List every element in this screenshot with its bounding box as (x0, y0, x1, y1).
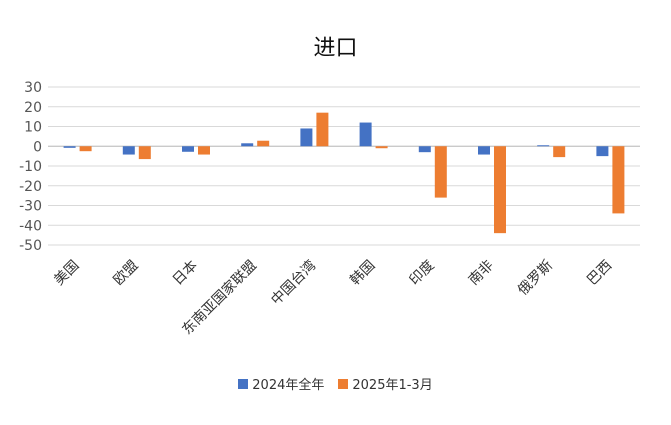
y-tick-label: 20 (24, 100, 42, 116)
bar-series-2 (138, 146, 151, 160)
bar-series-2 (198, 146, 210, 155)
bar-series-2 (316, 112, 329, 147)
bar-series-1 (418, 146, 431, 153)
bar-series-2 (257, 140, 270, 147)
legend-swatch-series-2 (338, 378, 349, 389)
legend-label-series-2: 2025年1-3月 (352, 378, 433, 393)
y-tick-label: -50 (19, 238, 42, 254)
x-tick-label: 俄罗斯 (515, 258, 556, 299)
x-tick-label: 日本 (170, 258, 201, 289)
bar-series-2 (612, 146, 625, 214)
y-tick-label: 0 (33, 139, 42, 155)
legend-swatch-series-1 (238, 378, 249, 389)
y-tick-label: -20 (19, 179, 42, 195)
legend-item-series-2: 2025年1-3月 (338, 374, 433, 393)
bar-series-2 (434, 146, 447, 198)
bar-series-2 (79, 146, 92, 152)
y-tick-label: -10 (19, 159, 42, 175)
x-tick-label: 印度 (407, 258, 438, 289)
bar-series-1 (537, 145, 550, 147)
bar-series-1 (596, 146, 609, 157)
chart-title: 进口 (313, 36, 358, 61)
legend-item-series-1: 2024年全年 (238, 374, 324, 393)
bar-series-2 (553, 146, 566, 158)
y-tick-label: -40 (19, 218, 42, 234)
bar-series-2 (494, 146, 506, 234)
x-tick-label: 韩国 (347, 258, 378, 289)
bar-series-1 (478, 146, 490, 155)
x-tick-label: 南非 (466, 258, 497, 289)
bar-series-1 (359, 122, 372, 147)
legend-label-series-1: 2024年全年 (252, 378, 325, 393)
y-tick-label: -30 (19, 199, 42, 215)
bar-series-2 (375, 146, 388, 149)
x-tick-label: 欧盟 (111, 258, 142, 289)
x-tick-label: 中国台湾 (268, 257, 320, 309)
bar-series-1 (122, 146, 135, 155)
x-tick-label: 美国 (51, 258, 82, 289)
x-tick-label: 巴西 (584, 258, 615, 289)
bar-series-1 (241, 143, 254, 147)
bar-series-1 (63, 146, 76, 148)
bar-series-1 (300, 128, 313, 147)
y-tick-label: 30 (24, 80, 42, 96)
bar-series-1 (182, 146, 194, 152)
legend: 2024年全年 2025年1-3月 (0, 374, 671, 393)
y-tick-label: 10 (24, 120, 42, 136)
